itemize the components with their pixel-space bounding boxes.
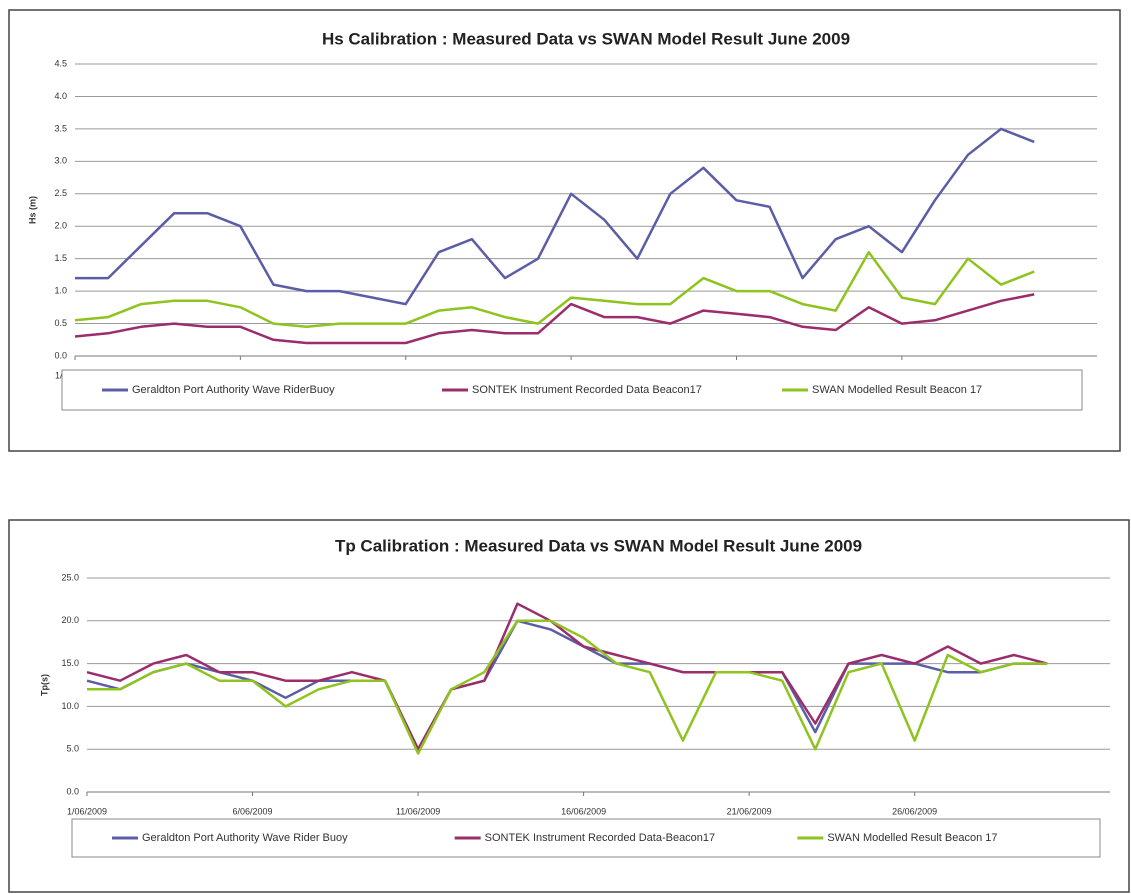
legend-box	[71, 818, 1101, 858]
y-tick-label: 2.0	[54, 221, 67, 231]
x-tick-label: 26/06/2009	[892, 806, 937, 816]
chart-title: Hs Calibration : Measured Data vs SWAN M…	[322, 29, 850, 48]
y-tick-label: 2.5	[54, 188, 67, 198]
series-line	[74, 250, 1035, 329]
legend-label: SONTEK Instrument Recorded Data Beacon17	[472, 384, 702, 396]
x-tick-label: 6/06/2009	[233, 806, 273, 816]
y-tick-label: 1.5	[54, 253, 67, 263]
x-tick-label: 11/06/2009	[396, 806, 440, 816]
x-tick-label: 21/06/2009	[727, 806, 772, 816]
legend-box	[61, 369, 1083, 411]
legend-label: SWAN Modelled Result Beacon 17	[827, 832, 997, 844]
x-tick-label: 1/06/2009	[67, 806, 107, 816]
y-tick-label: 3.5	[54, 123, 67, 133]
y-tick-label: 3.0	[54, 156, 67, 166]
series-line	[86, 602, 1048, 751]
y-axis-label: Hs (m)	[27, 196, 37, 224]
chart-title: Tp Calibration : Measured Data vs SWAN M…	[335, 536, 862, 555]
legend-label: SWAN Modelled Result Beacon 17	[812, 384, 982, 396]
y-tick-label: 0.5	[54, 318, 67, 328]
series-line	[87, 619, 1048, 755]
series-line	[74, 293, 1035, 345]
y-tick-label: 20.0	[61, 615, 79, 625]
legend-label: Geraldton Port Authority Wave RiderBuoy	[132, 384, 335, 396]
x-tick-label: 16/06/2009	[561, 806, 606, 816]
y-tick-label: 4.0	[54, 91, 67, 101]
y-tick-label: 4.5	[54, 58, 67, 68]
y-tick-label: 25.0	[61, 572, 79, 582]
y-tick-label: 0.0	[54, 350, 67, 360]
series-line	[86, 619, 1048, 751]
y-tick-label: 15.0	[61, 658, 79, 668]
series-line	[75, 127, 1035, 306]
legend-label: Geraldton Port Authority Wave Rider Buoy	[142, 832, 348, 844]
y-tick-label: 10.0	[61, 701, 79, 711]
y-tick-label: 5.0	[66, 744, 79, 754]
legend-label: SONTEK Instrument Recorded Data-Beacon17	[485, 832, 716, 844]
y-axis-label: Tp(s)	[39, 674, 49, 696]
y-tick-label: 1.0	[54, 285, 67, 295]
y-tick-label: 0.0	[66, 786, 79, 796]
